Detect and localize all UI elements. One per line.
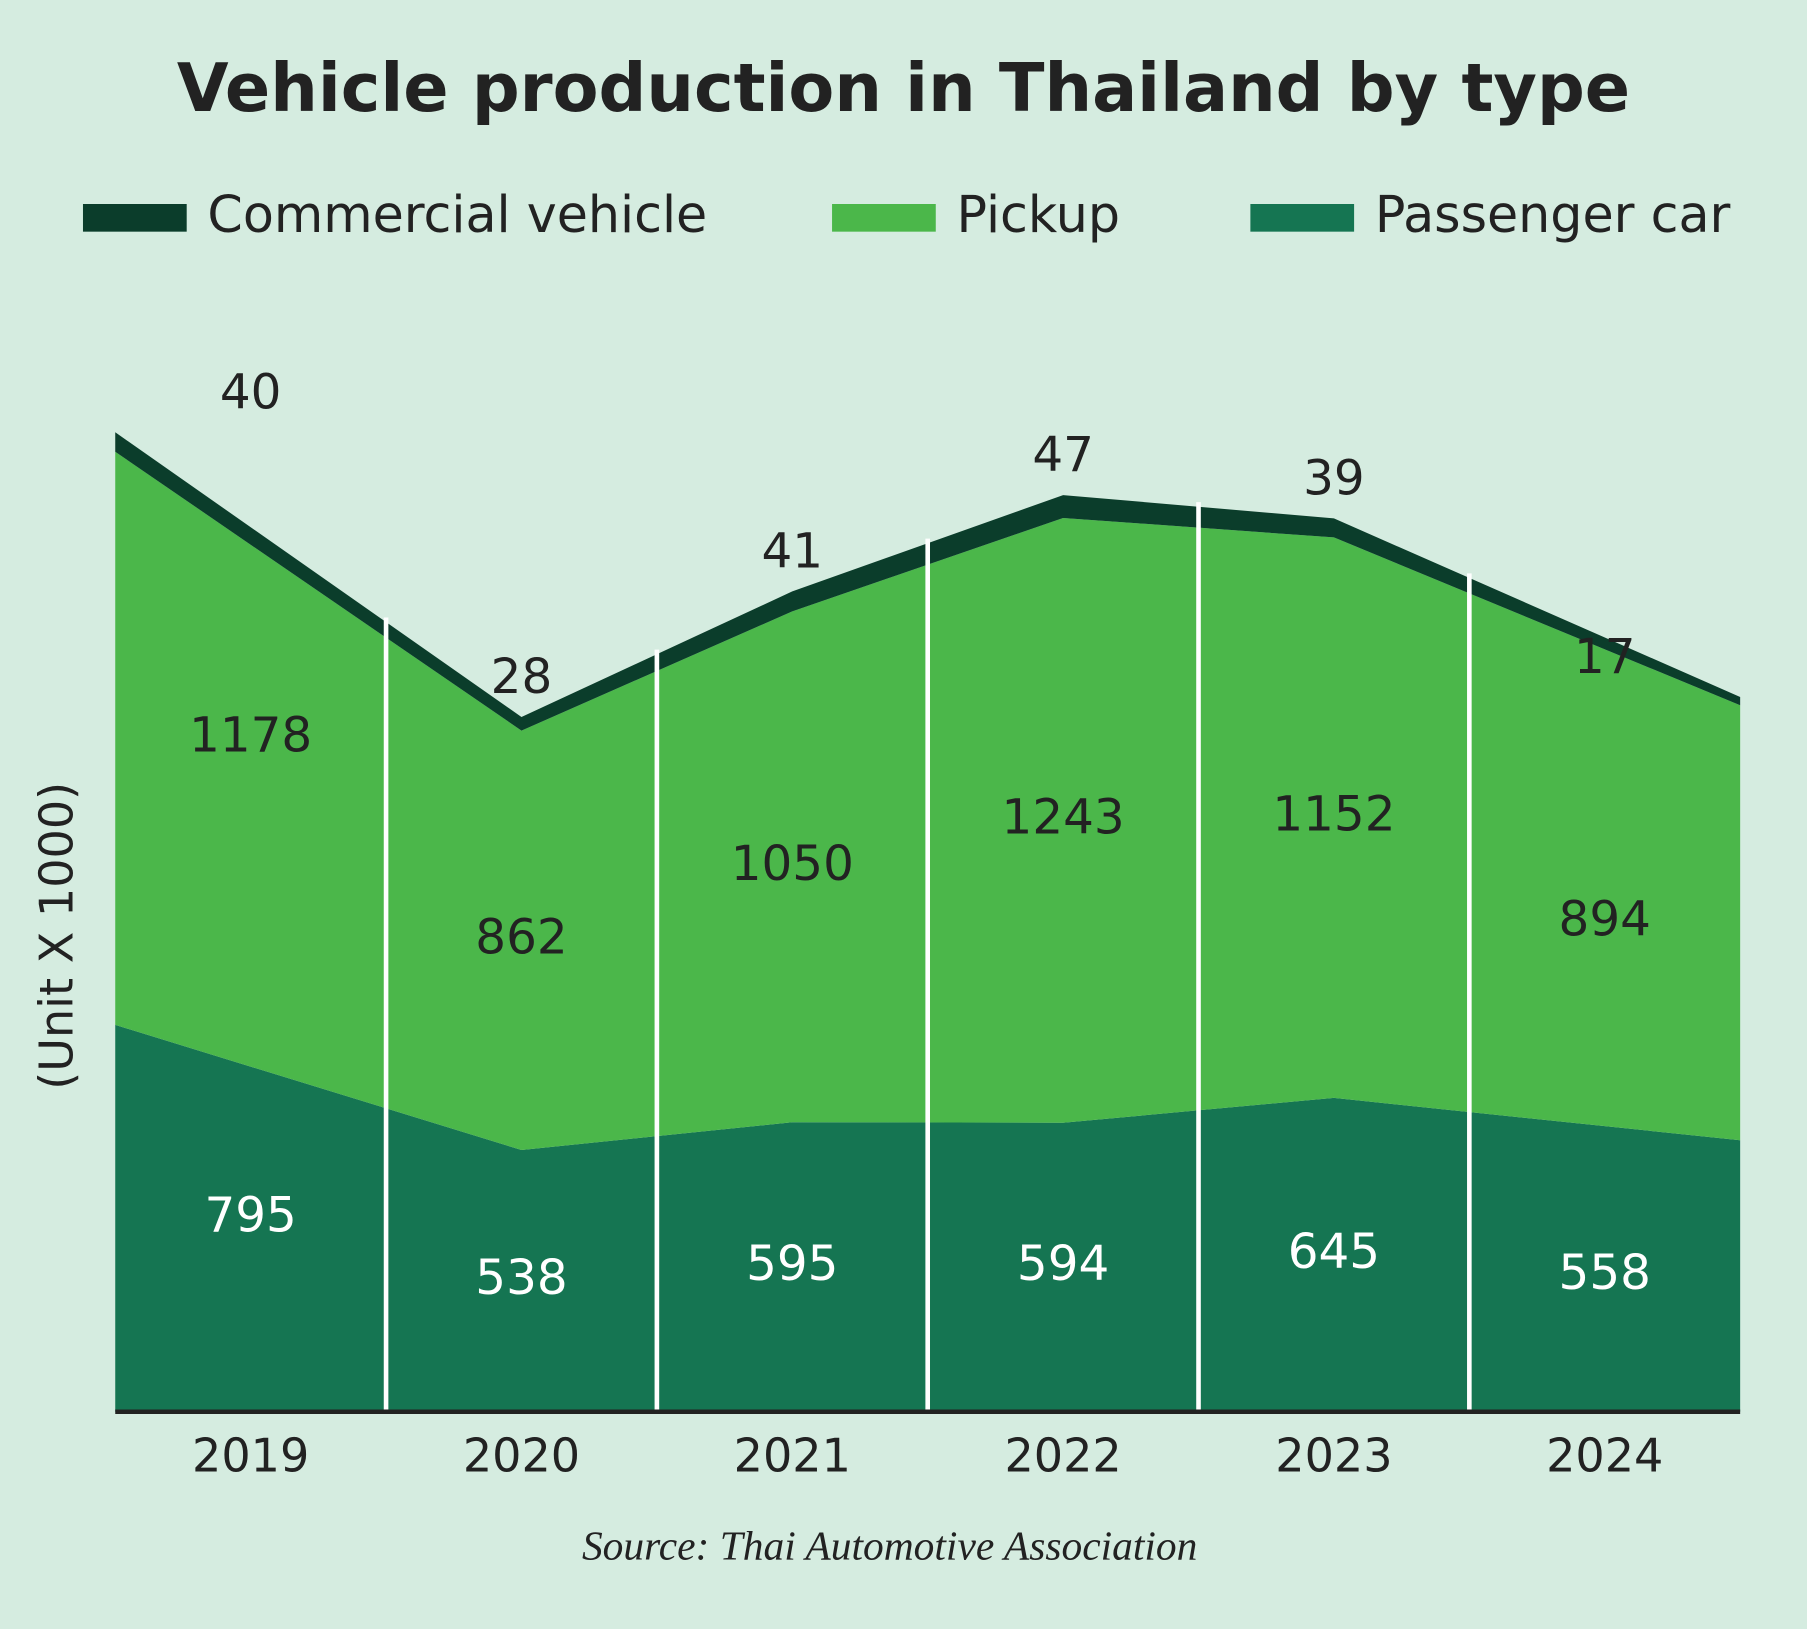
legend-swatch (832, 204, 936, 232)
value-label: 894 (1559, 892, 1651, 948)
value-label: 28 (491, 649, 553, 705)
legend-swatch (82, 204, 187, 232)
chart-title: Vehicle production in Thailand by type (177, 49, 1630, 127)
value-label: 1243 (1002, 789, 1125, 845)
x-tick-label: 2022 (1004, 1428, 1121, 1482)
value-label: 1050 (731, 836, 854, 892)
legend-swatch (1250, 204, 1355, 232)
value-label: 47 (1032, 427, 1094, 483)
x-tick-label: 2021 (734, 1428, 851, 1482)
value-label: 40 (220, 364, 282, 420)
value-label: 538 (475, 1250, 567, 1306)
x-tick-label: 2020 (463, 1428, 580, 1482)
value-label: 645 (1288, 1224, 1380, 1280)
source: Source: Thai Automotive Association (582, 1523, 1197, 1569)
y-axis-label: (Unit X 1000) (29, 782, 83, 1090)
x-tick-label: 2024 (1546, 1428, 1663, 1482)
value-label: 41 (762, 524, 824, 580)
value-label: 39 (1303, 451, 1365, 507)
value-label: 558 (1559, 1245, 1651, 1301)
value-label: 1152 (1272, 787, 1395, 843)
value-label: 595 (746, 1236, 838, 1292)
value-label: 594 (1017, 1236, 1109, 1292)
value-label: 1178 (189, 707, 312, 763)
value-label: 795 (204, 1187, 296, 1243)
legend-label: Commercial vehicle (207, 185, 707, 244)
x-tick-label: 2023 (1275, 1428, 1392, 1482)
x-tick-label: 2019 (192, 1428, 309, 1482)
plot-area: Commercial vehicle Pickup Passenger car 795… (82, 185, 1741, 1482)
value-label: 862 (475, 909, 567, 965)
legend-label: Passenger car (1375, 185, 1731, 244)
legend-label: Pickup (957, 185, 1120, 244)
value-label: 17 (1574, 629, 1636, 685)
